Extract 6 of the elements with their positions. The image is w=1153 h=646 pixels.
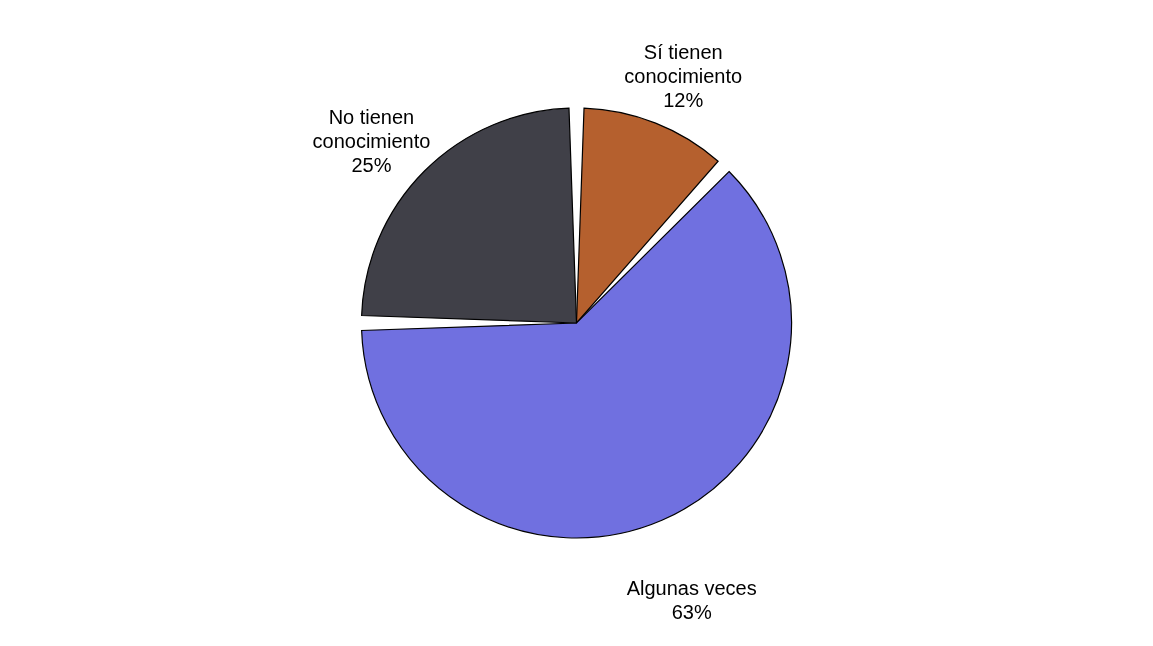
slice-label: Sí tienen conocimiento: [624, 41, 743, 88]
data-label: 25%: [351, 153, 392, 176]
data-label: 12%: [663, 89, 704, 112]
slice-label: Algunas veces: [626, 577, 757, 600]
slice-label: No tienen conocimiento: [312, 105, 431, 152]
data-label: 63%: [671, 601, 712, 624]
